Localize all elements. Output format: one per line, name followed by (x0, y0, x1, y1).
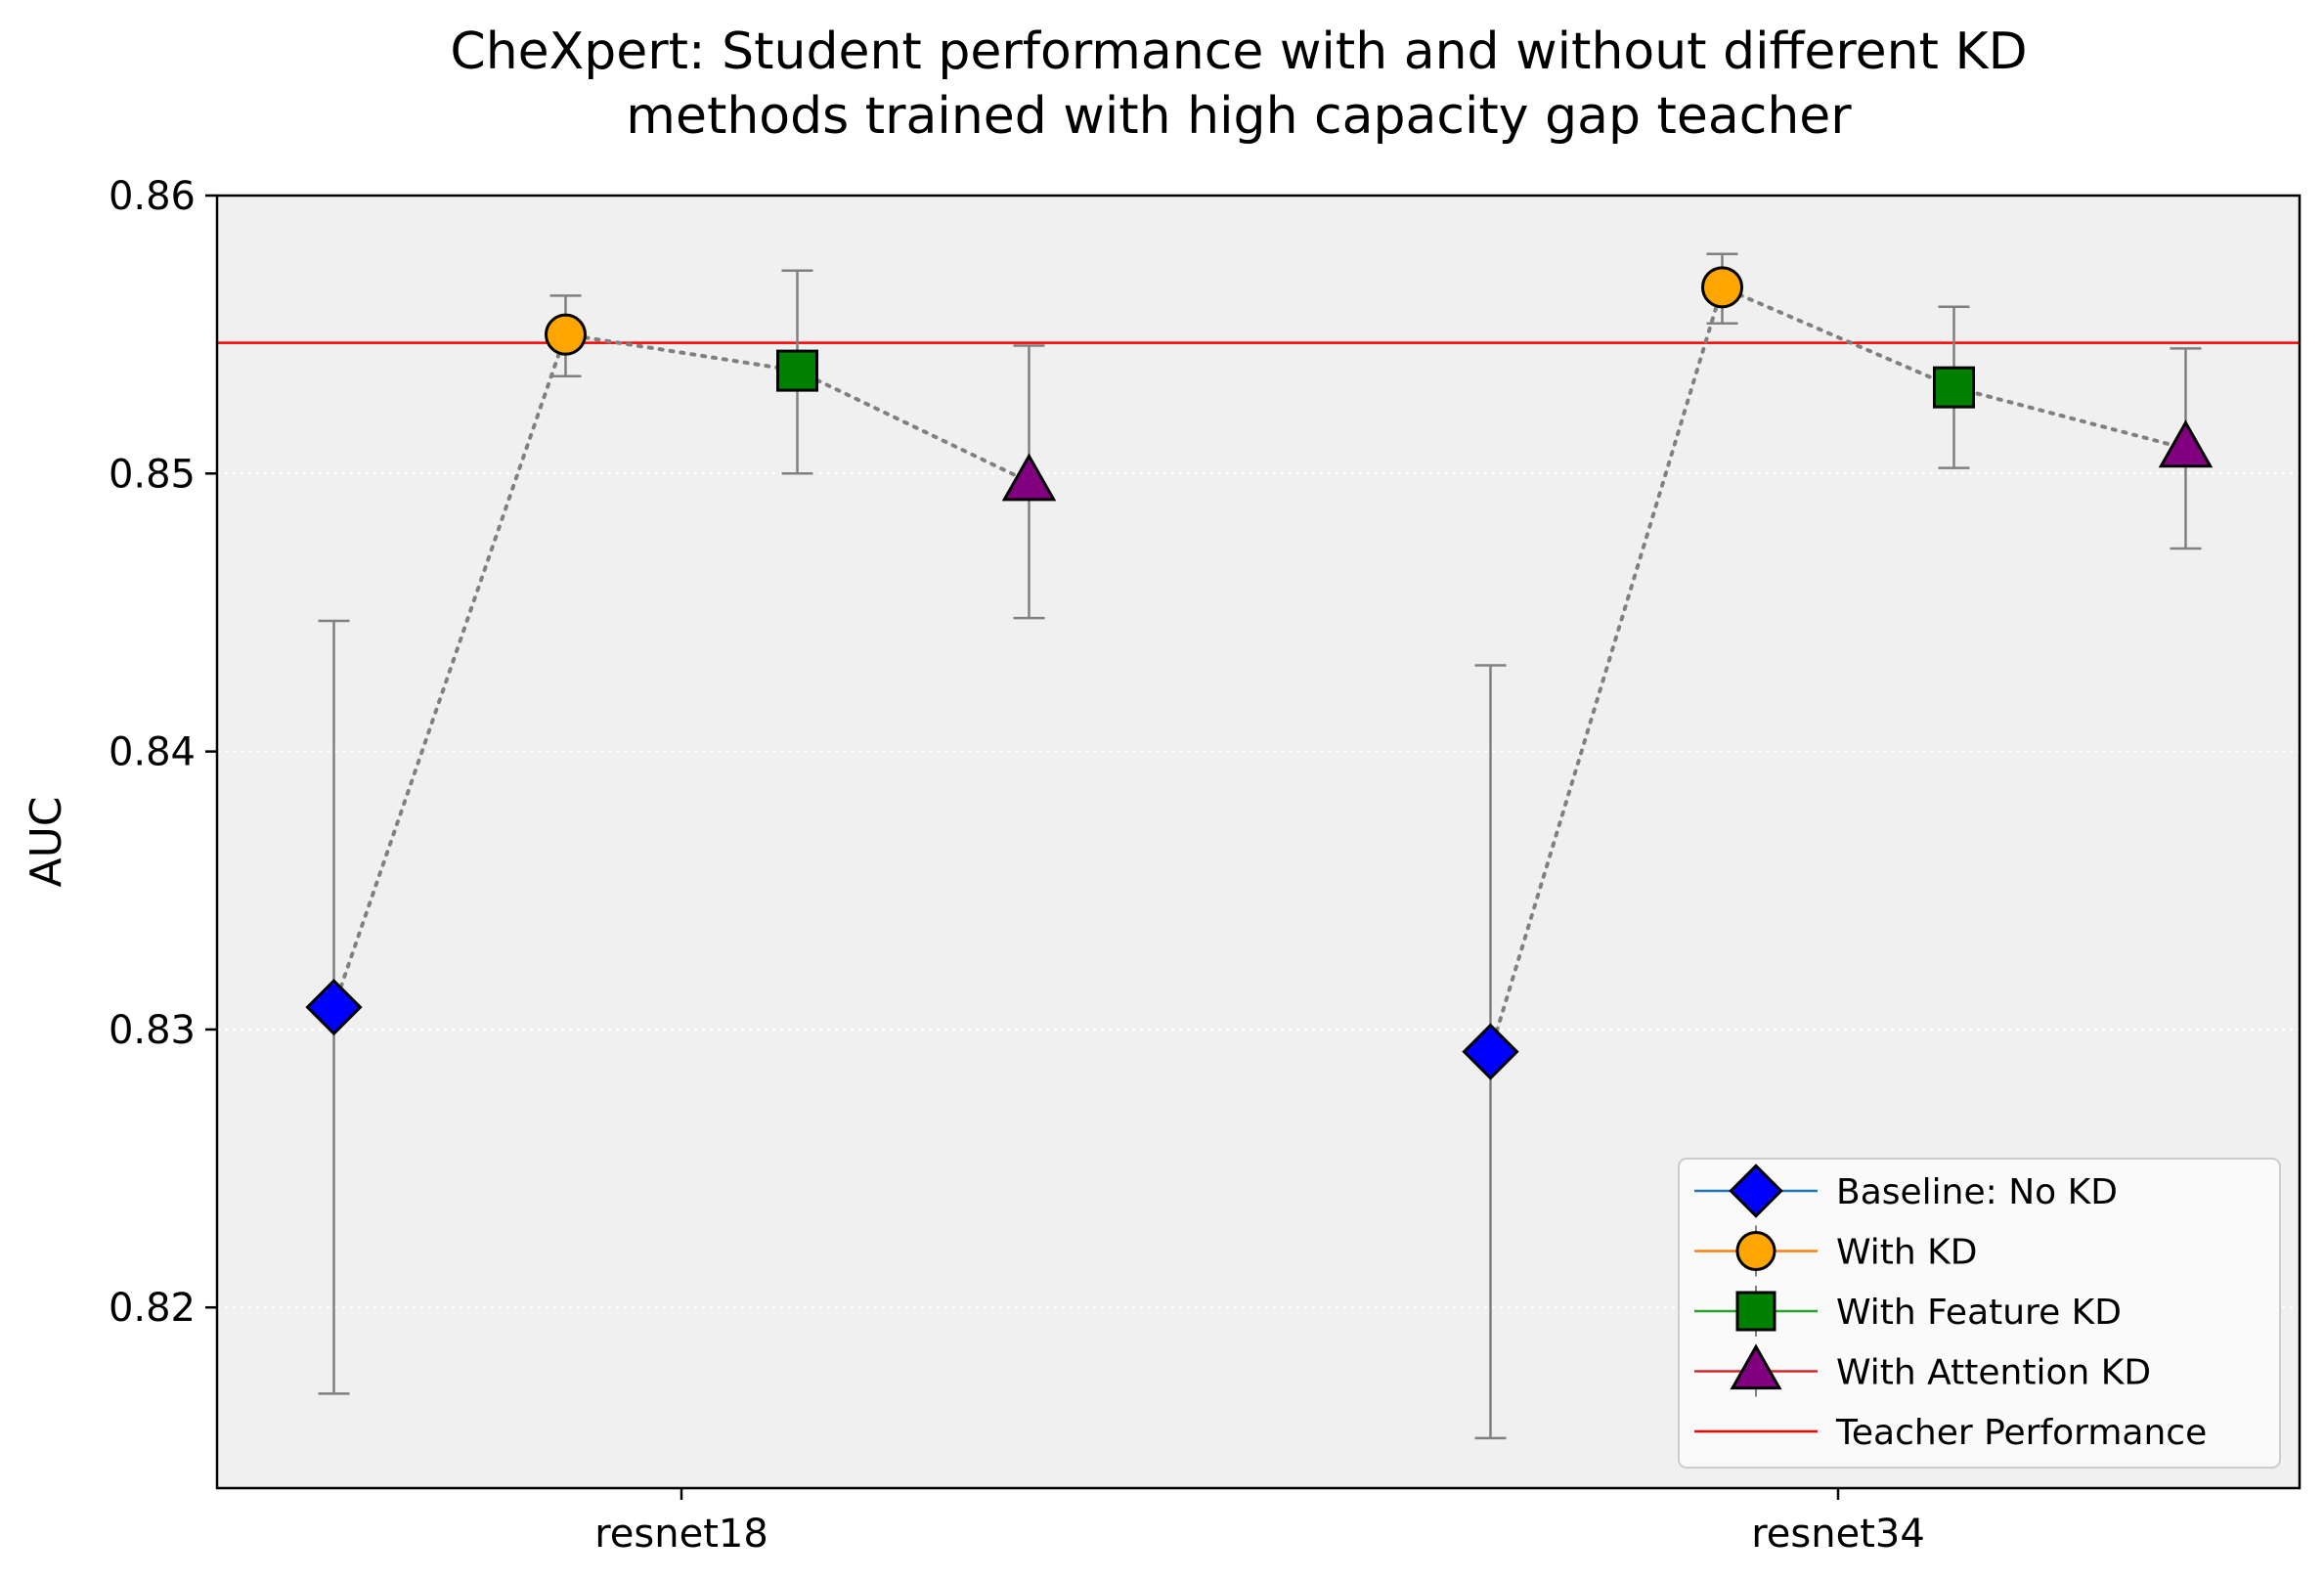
chart-title-line-1: methods trained with high capacity gap t… (626, 87, 1852, 146)
y-axis-label: AUC (22, 796, 71, 887)
legend-item-2: With Feature KD (1694, 1286, 2122, 1337)
point-0-resnet18 (305, 979, 363, 1036)
legend-label-0: Baseline: No KD (1836, 1172, 2118, 1212)
legend-marker (1735, 1231, 1776, 1271)
legend-label-2: With Feature KD (1836, 1293, 2122, 1333)
point-3-resnet34 (2158, 419, 2214, 468)
point-1-resnet18 (545, 313, 587, 356)
x-tick-label-resnet34: resnet34 (1751, 1512, 1925, 1557)
point-1-resnet34 (1701, 266, 1743, 309)
legend-box (1678, 1158, 2281, 1469)
point-3-resnet18 (1001, 453, 1057, 502)
legend: Baseline: No KD With KD With Feature KD Wit… (1678, 1158, 2281, 1469)
legend-item-1: With KD (1694, 1225, 1978, 1277)
y-tick-label-2: 0.84 (109, 730, 196, 775)
point-2-resnet34 (1933, 366, 1975, 409)
plot-frame (215, 194, 2302, 1490)
legend-label-3: With Attention KD (1836, 1353, 2151, 1393)
y-tick-label-4: 0.86 (109, 174, 196, 219)
point-0-resnet34 (1462, 1023, 1519, 1080)
legend-item-4: Teacher Performance (1694, 1413, 2207, 1453)
connector-resnet18 (331, 331, 1031, 1010)
legend-item-0: Baseline: No KD (1694, 1164, 2118, 1218)
y-tick-label-0: 0.82 (109, 1286, 196, 1331)
legend-item-3: With Attention KD (1694, 1343, 2151, 1397)
legend-marker (1729, 1164, 1783, 1218)
point-2-resnet18 (776, 349, 818, 392)
legend-marker (1735, 1291, 1776, 1332)
y-tick-label-1: 0.83 (109, 1008, 196, 1053)
legend-label-1: With KD (1836, 1233, 1978, 1273)
chart-title-line-0: CheXpert: Student performance with and w… (450, 22, 2027, 81)
legend-label-4: Teacher Performance (1835, 1413, 2207, 1453)
legend-marker (1730, 1343, 1782, 1390)
y-tick-label-3: 0.85 (109, 452, 196, 497)
connector-resnet34 (1488, 285, 2188, 1054)
x-tick-label-resnet18: resnet18 (594, 1512, 768, 1557)
